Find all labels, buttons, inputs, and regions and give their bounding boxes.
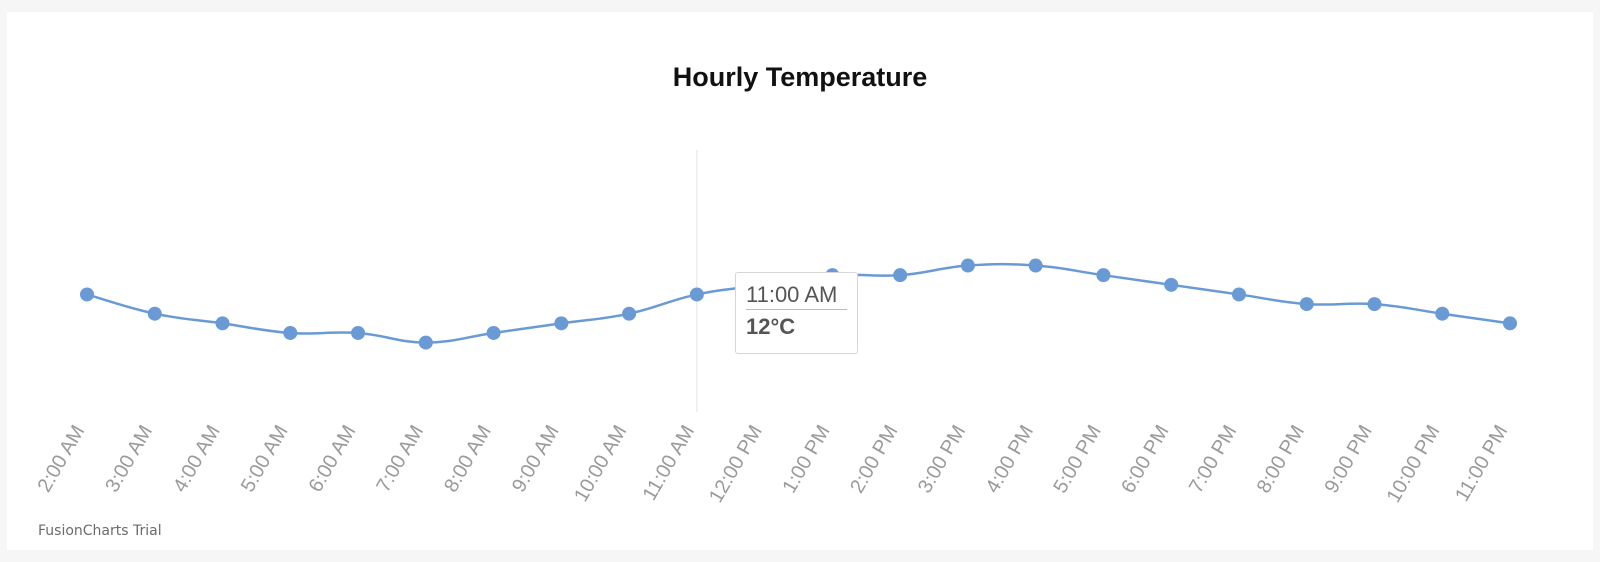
data-point-9[interactable] (689, 287, 704, 302)
x-tick-label-11: 1:00 PM (778, 422, 834, 498)
data-point-14[interactable] (1028, 258, 1043, 273)
data-point-18[interactable] (1299, 297, 1314, 312)
data-point-8[interactable] (622, 306, 637, 321)
data-point-20[interactable] (1435, 306, 1450, 321)
x-tick-label-6: 8:00 AM (440, 421, 496, 496)
data-point-6[interactable] (486, 325, 501, 340)
x-tick-label-10: 12:00 PM (705, 422, 767, 507)
data-point-7[interactable] (554, 316, 569, 331)
data-point-2[interactable] (215, 316, 230, 331)
x-tick-label-13: 3:00 PM (914, 422, 970, 498)
chart-title: Hourly Temperature (672, 62, 928, 92)
x-tick-label-16: 6:00 PM (1117, 422, 1173, 498)
x-tick-label-5: 7:00 AM (372, 422, 428, 497)
x-tick-label-15: 5:00 PM (1049, 422, 1105, 498)
x-tick-label-21: 11:00 PM (1451, 422, 1512, 506)
x-tick-label-20: 10:00 PM (1383, 422, 1445, 507)
x-tick-label-4: 6:00 AM (305, 422, 361, 497)
x-tick-label-7: 9:00 AM (508, 422, 564, 497)
x-tick-label-12: 2:00 PM (846, 422, 902, 498)
x-tick-label-0: 2:00 AM (34, 422, 90, 497)
data-tooltip: 11:00 AM 12°C (735, 272, 858, 354)
x-tick-label-17: 7:00 PM (1185, 422, 1241, 498)
data-point-4[interactable] (351, 325, 366, 340)
x-tick-label-19: 9:00 PM (1321, 422, 1377, 498)
x-tick-label-14: 4:00 PM (982, 422, 1038, 498)
data-point-19[interactable] (1367, 297, 1382, 312)
tooltip-category: 11:00 AM (746, 281, 847, 310)
data-point-13[interactable] (960, 258, 975, 273)
x-tick-label-3: 5:00 AM (237, 422, 293, 497)
data-point-15[interactable] (1096, 268, 1111, 283)
data-point-3[interactable] (283, 325, 298, 340)
data-point-17[interactable] (1231, 287, 1246, 302)
x-tick-label-8: 10:00 AM (570, 422, 631, 506)
x-tick-label-2: 4:00 AM (169, 422, 225, 497)
watermark: FusionCharts Trial (38, 523, 162, 539)
data-point-0[interactable] (80, 287, 94, 302)
tooltip-value: 12°C (746, 314, 796, 339)
data-point-16[interactable] (1164, 277, 1179, 292)
data-point-5[interactable] (418, 335, 433, 350)
data-point-21[interactable] (1503, 316, 1517, 331)
x-tick-label-9: 11:00 AM (639, 422, 700, 505)
data-markers (80, 258, 1517, 350)
data-point-12[interactable] (893, 268, 908, 283)
data-point-1[interactable] (147, 306, 162, 321)
x-tick-label-18: 8:00 PM (1253, 422, 1309, 498)
x-tick-label-1: 3:00 AM (101, 422, 157, 497)
x-axis-tick-labels: 2:00 AM 3:00 AM 4:00 AM 5:00 AM 6:00 AM 7:00 … (34, 421, 1513, 506)
